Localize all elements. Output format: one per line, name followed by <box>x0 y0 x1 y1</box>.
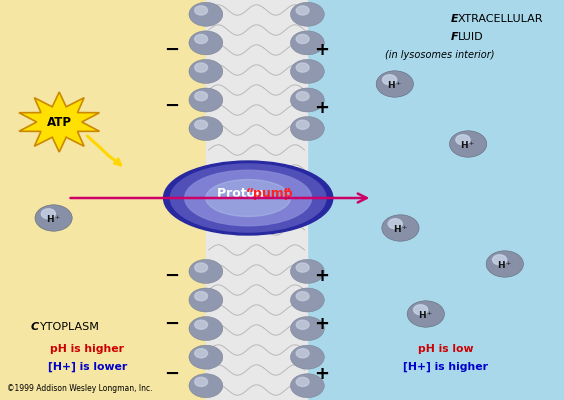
Circle shape <box>296 377 309 386</box>
Circle shape <box>486 251 523 277</box>
Circle shape <box>189 31 223 55</box>
Text: −: − <box>165 315 179 333</box>
Circle shape <box>189 2 223 26</box>
Circle shape <box>296 320 309 329</box>
Text: H$^+$: H$^+$ <box>46 213 61 224</box>
Circle shape <box>290 31 324 55</box>
Circle shape <box>290 260 324 284</box>
Text: pH is higher: pH is higher <box>50 344 125 354</box>
Circle shape <box>195 34 208 44</box>
Text: −: − <box>165 41 179 59</box>
Text: Proton: Proton <box>217 187 268 200</box>
Text: ©1999 Addison Wesley Longman, Inc.: ©1999 Addison Wesley Longman, Inc. <box>7 384 152 393</box>
Circle shape <box>290 288 324 312</box>
Text: pump: pump <box>253 187 292 200</box>
Circle shape <box>195 92 208 101</box>
Circle shape <box>290 2 324 26</box>
Circle shape <box>290 345 324 369</box>
Bar <box>206 0 307 400</box>
Circle shape <box>189 60 223 84</box>
Circle shape <box>290 374 324 398</box>
Text: +: + <box>314 267 329 285</box>
Circle shape <box>296 63 309 72</box>
Text: H$^+$: H$^+$ <box>387 79 403 90</box>
Circle shape <box>195 263 208 272</box>
Circle shape <box>296 349 309 358</box>
Circle shape <box>456 135 470 145</box>
Circle shape <box>290 316 324 340</box>
Bar <box>257 0 564 400</box>
Text: “: “ <box>245 187 254 200</box>
Text: C: C <box>31 322 39 332</box>
Text: E: E <box>451 14 459 24</box>
Circle shape <box>195 377 208 386</box>
Text: ”: ” <box>283 187 291 200</box>
Circle shape <box>35 205 72 231</box>
Text: YTOPLASM: YTOPLASM <box>40 322 100 332</box>
Circle shape <box>382 215 419 241</box>
Text: +: + <box>314 41 329 59</box>
Circle shape <box>195 292 208 301</box>
Text: [H+] is lower: [H+] is lower <box>48 362 127 372</box>
Text: pH is low: pH is low <box>418 344 473 354</box>
Circle shape <box>189 260 223 284</box>
Ellipse shape <box>185 170 311 226</box>
Text: [H+] is higher: [H+] is higher <box>403 362 488 372</box>
Circle shape <box>189 374 223 398</box>
Text: XTRACELLULAR: XTRACELLULAR <box>458 14 544 24</box>
Circle shape <box>376 71 413 97</box>
Text: H$^+$: H$^+$ <box>418 309 434 320</box>
Circle shape <box>195 349 208 358</box>
Text: H$^+$: H$^+$ <box>460 139 476 150</box>
Text: H$^+$: H$^+$ <box>393 223 408 234</box>
Circle shape <box>290 88 324 112</box>
Circle shape <box>413 305 428 315</box>
Text: +: + <box>314 99 329 117</box>
Circle shape <box>492 255 506 265</box>
Circle shape <box>296 292 309 301</box>
Text: +: + <box>314 315 329 333</box>
Circle shape <box>189 316 223 340</box>
Circle shape <box>195 6 208 15</box>
Text: ATP: ATP <box>47 116 72 128</box>
Circle shape <box>296 263 309 272</box>
Ellipse shape <box>206 180 290 216</box>
Circle shape <box>41 209 55 219</box>
Circle shape <box>189 288 223 312</box>
Text: LUID: LUID <box>458 32 483 42</box>
Circle shape <box>296 6 309 15</box>
Text: −: − <box>165 97 179 115</box>
Circle shape <box>382 75 396 85</box>
Circle shape <box>296 34 309 44</box>
Text: H$^+$: H$^+$ <box>497 259 513 270</box>
Text: +: + <box>314 365 329 383</box>
Text: F: F <box>451 32 459 42</box>
Circle shape <box>450 131 487 157</box>
Circle shape <box>195 120 208 129</box>
Ellipse shape <box>164 161 333 235</box>
Circle shape <box>189 88 223 112</box>
Bar <box>0 0 257 400</box>
Ellipse shape <box>170 164 326 232</box>
Circle shape <box>189 345 223 369</box>
Circle shape <box>290 116 324 140</box>
Text: −: − <box>165 365 179 383</box>
Polygon shape <box>19 92 99 152</box>
Circle shape <box>296 120 309 129</box>
Circle shape <box>388 219 402 229</box>
Circle shape <box>407 301 444 327</box>
Text: (in lysosomes interior): (in lysosomes interior) <box>385 50 495 60</box>
Circle shape <box>195 320 208 329</box>
Circle shape <box>290 60 324 84</box>
Text: −: − <box>165 267 179 285</box>
Circle shape <box>195 63 208 72</box>
Circle shape <box>296 92 309 101</box>
Circle shape <box>189 116 223 140</box>
